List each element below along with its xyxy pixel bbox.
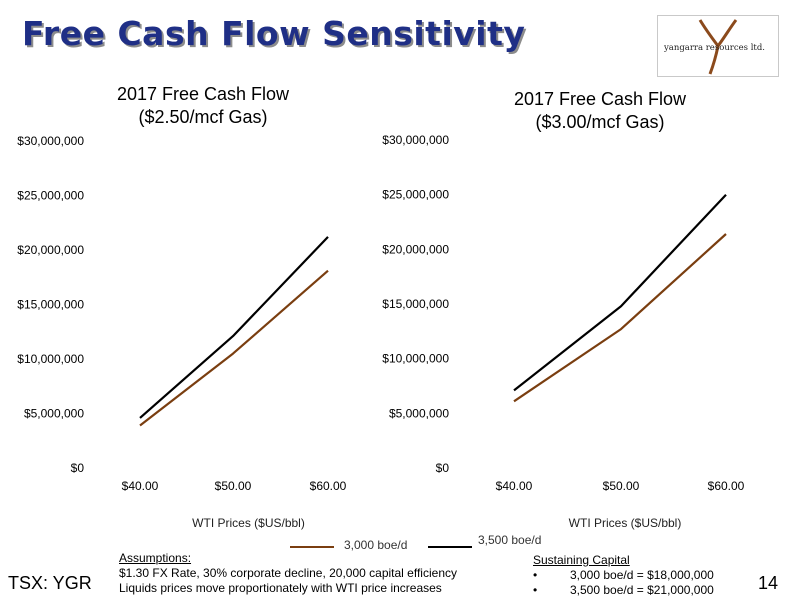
logo-text: yangarra resources ltd. (664, 43, 765, 53)
legend-swatch-3500 (428, 546, 472, 548)
x-tick-label: $40.00 (496, 479, 533, 493)
ticker-symbol: TSX: YGR (8, 573, 92, 593)
sustaining-capital-item: • 3,500 boe/d = $21,000,000 (533, 583, 714, 598)
y-tick-label: $20,000,000 (382, 242, 449, 256)
sustaining-capital-text: 3,000 boe/d = $18,000,000 (570, 568, 714, 582)
bullet: • (533, 583, 538, 597)
y-tick-label: $20,000,000 (17, 243, 84, 257)
x-tick-label: $40.00 (122, 479, 159, 493)
assumptions-block: Assumptions: $1.30 FX Rate, 30% corporat… (119, 551, 457, 596)
x-axis-title: WTI Prices ($US/bbl) (569, 516, 682, 530)
x-tick-label: $50.00 (603, 479, 640, 493)
series-line-3500 (513, 193, 727, 392)
chart-title-line: ($2.50/mcf Gas) (138, 107, 267, 127)
y-tick-label: $10,000,000 (382, 352, 449, 366)
x-tick-label: $50.00 (215, 479, 252, 493)
logo-y-mark-icon (698, 19, 738, 75)
sustaining-capital-text: 3,500 boe/d = $21,000,000 (570, 583, 714, 597)
chart-title-line: 2017 Free Cash Flow (514, 89, 687, 109)
y-tick-label: $15,000,000 (382, 297, 449, 311)
slide-title: Free Cash Flow Sensitivity (22, 14, 526, 53)
y-tick-label: $0 (436, 461, 450, 475)
x-tick-label: $60.00 (708, 479, 745, 493)
charts-canvas: 2017 Free Cash Flow ($2.50/mcf Gas) $0 $5,0… (17, 84, 745, 530)
chart-title-line: ($3.00/mcf Gas) (535, 112, 664, 132)
series-line-3500 (139, 236, 329, 419)
assumptions-line: $1.30 FX Rate, 30% corporate decline, 20… (119, 566, 457, 580)
y-tick-label: $10,000,000 (17, 352, 84, 366)
x-axis-title: WTI Prices ($US/bbl) (192, 516, 305, 530)
chart-title-line: 2017 Free Cash Flow (117, 84, 290, 104)
series-line-3000 (513, 233, 727, 403)
series-line-3000 (139, 269, 329, 427)
y-tick-label: $5,000,000 (389, 406, 449, 420)
x-tick-label: $60.00 (310, 479, 347, 493)
bullet: • (533, 568, 538, 582)
y-tick-label: $25,000,000 (17, 189, 84, 203)
y-tick-label: $0 (71, 461, 85, 475)
sustaining-capital-heading: Sustaining Capital (533, 553, 630, 567)
y-tick-label: $30,000,000 (17, 134, 84, 148)
sustaining-capital-block: Sustaining Capital • 3,000 boe/d = $18,00… (533, 553, 714, 598)
legend-label-3500: 3,500 boe/d (478, 533, 542, 547)
y-tick-label: $25,000,000 (382, 188, 449, 202)
page-number: 14 (758, 573, 779, 593)
assumptions-line: Liquids prices move proportionately with… (119, 581, 442, 595)
legend-swatch-3000 (290, 546, 334, 548)
sustaining-capital-item: • 3,000 boe/d = $18,000,000 (533, 568, 714, 583)
y-tick-label: $15,000,000 (17, 298, 84, 312)
assumptions-heading: Assumptions: (119, 551, 192, 565)
legend-label-3000: 3,000 boe/d (344, 538, 408, 552)
company-logo: yangarra resources ltd. (657, 15, 779, 77)
y-tick-label: $30,000,000 (382, 133, 449, 147)
y-tick-label: $5,000,000 (24, 407, 84, 421)
